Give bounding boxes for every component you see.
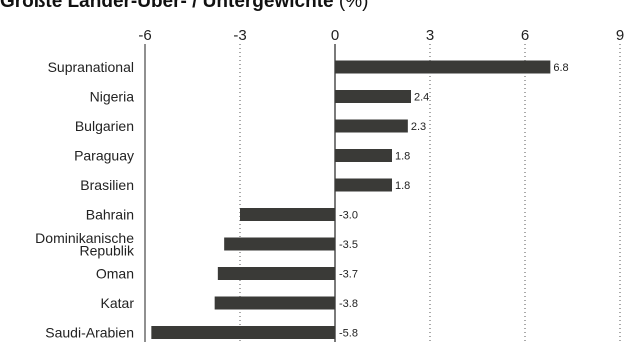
x-axis-ticks: -6 -3 0 3 6 9 — [138, 27, 624, 44]
category-label: Nigeria — [90, 89, 135, 105]
x-tick-label: 3 — [426, 27, 434, 44]
value-label: 2.4 — [414, 92, 429, 104]
value-label: 1.8 — [395, 151, 410, 163]
value-labels: 6.8 2.4 2.3 1.8 1.8 -3.0 -3.5 -3.7 -3.8 -5.8 — [339, 62, 569, 340]
bar — [335, 60, 551, 74]
x-tick-label: 0 — [331, 27, 339, 44]
bar — [335, 90, 411, 103]
category-label: Bulgarien — [75, 118, 134, 134]
value-label: -5.8 — [339, 328, 358, 340]
value-label: -3.5 — [339, 239, 358, 251]
category-label: Brasilien — [80, 177, 134, 193]
category-label: Paraguay — [74, 148, 134, 164]
category-label: Katar — [101, 295, 135, 311]
bar — [151, 326, 335, 339]
category-label: Bahrain — [86, 207, 134, 223]
bar — [240, 208, 335, 221]
x-tick-label: 6 — [521, 27, 529, 44]
value-label: -3.8 — [339, 298, 358, 310]
bar — [224, 237, 335, 251]
category-label: Dominikanische Republik — [35, 230, 135, 259]
bar — [335, 149, 392, 162]
category-label: Supranational — [48, 59, 134, 75]
category-labels: Supranational Nigeria Bulgarien Paraguay Bra… — [35, 59, 135, 341]
bar — [217, 267, 335, 280]
category-label: Saudi-Arabien — [45, 325, 134, 341]
chart-title-main: Größte Länder-Über- / Untergewichte — [0, 0, 334, 12]
bar — [335, 178, 392, 192]
value-label: 6.8 — [553, 62, 568, 74]
x-tick-label: -6 — [138, 27, 151, 44]
x-tick-label: 9 — [616, 27, 624, 44]
value-label: 2.3 — [411, 121, 426, 133]
chart-title: Größte Länder-Über- / Untergewichte (%) — [0, 0, 368, 13]
bar — [335, 119, 408, 133]
bar — [214, 296, 335, 310]
x-tick-label: -3 — [233, 27, 246, 44]
value-label: 1.8 — [395, 180, 410, 192]
category-label: Oman — [96, 266, 134, 282]
chart-title-unit: (%) — [333, 0, 369, 12]
value-label: -3.7 — [339, 269, 358, 281]
bars — [151, 60, 551, 339]
value-label: -3.0 — [339, 210, 358, 222]
